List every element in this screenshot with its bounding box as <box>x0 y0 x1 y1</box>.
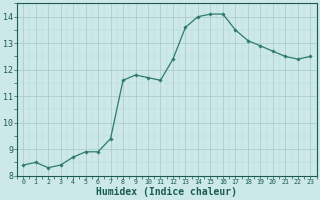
X-axis label: Humidex (Indice chaleur): Humidex (Indice chaleur) <box>96 186 237 197</box>
